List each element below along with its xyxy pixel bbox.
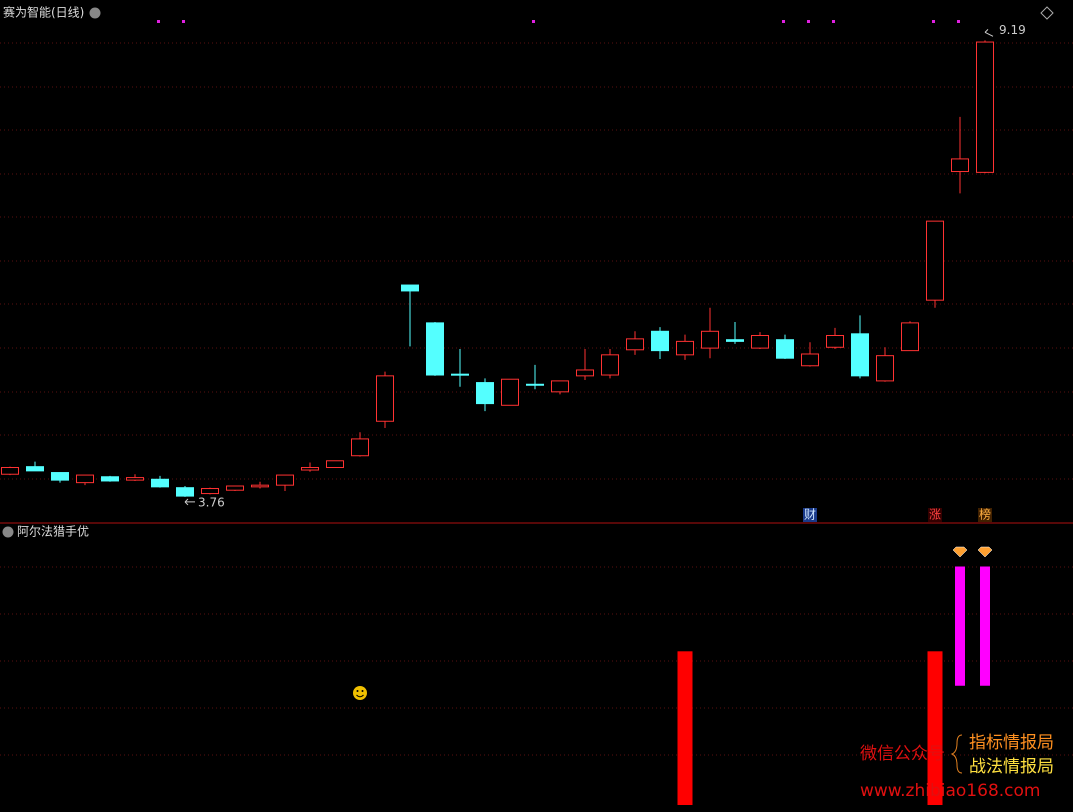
candle-body	[526, 383, 544, 386]
candle-body	[751, 334, 769, 349]
candle-body	[976, 41, 994, 173]
high-arrow	[984, 29, 994, 37]
candle-body	[551, 380, 569, 393]
candle-body	[501, 378, 519, 406]
candle-body	[626, 338, 644, 351]
watermark-brace	[950, 734, 963, 774]
candle-body	[476, 382, 494, 405]
candle-body	[176, 487, 194, 497]
candle-body	[951, 158, 969, 173]
badge: 涨	[929, 507, 941, 522]
candle-body	[901, 322, 919, 352]
range-bar	[955, 566, 965, 686]
candle-body	[826, 334, 844, 348]
candle-body	[326, 460, 344, 469]
candle-body	[776, 339, 794, 359]
candle-body	[601, 354, 619, 376]
menu-icon[interactable]	[2, 526, 14, 538]
badge-bg	[928, 508, 942, 522]
candle-body	[576, 369, 594, 377]
candle-body	[451, 373, 469, 376]
candle-body	[251, 484, 269, 488]
candle-body	[701, 330, 719, 349]
gem-icon	[952, 546, 968, 558]
grid	[0, 42, 1073, 756]
smiley	[353, 686, 367, 700]
menu-icon[interactable]	[89, 7, 101, 19]
candle-body	[676, 340, 694, 356]
watermark: 微信公众号	[860, 744, 945, 764]
candle-body	[651, 330, 669, 352]
event-dots	[157, 20, 960, 23]
candle-body	[426, 322, 444, 376]
watermark: www.zhibiao168.com	[860, 781, 1040, 801]
badge-bg	[803, 508, 817, 522]
signal-bar	[927, 651, 943, 805]
candle-body	[851, 333, 869, 377]
candle-body	[351, 438, 369, 457]
chart-title: 赛为智能(日线)	[3, 5, 84, 20]
candle-body	[51, 472, 69, 481]
candle-body	[101, 476, 119, 482]
range-bar	[980, 566, 990, 686]
candle-body	[201, 488, 219, 495]
signal-bar	[677, 651, 693, 805]
high-label: 9.19	[999, 23, 1026, 37]
candle-body	[1, 467, 19, 475]
candle-body	[926, 220, 944, 301]
candle-body	[401, 284, 419, 292]
candle-body	[151, 478, 169, 488]
watermark: 指标情报局	[969, 733, 1054, 753]
candle-body	[76, 474, 94, 484]
low-arrow	[184, 498, 195, 506]
candle-body	[226, 485, 244, 491]
badge: 财	[804, 508, 816, 522]
candle-body	[876, 355, 894, 382]
badge-bg	[978, 508, 992, 522]
toggle-icon[interactable]	[1040, 6, 1054, 20]
candle-body	[26, 466, 44, 472]
panel-title: 阿尔法猎手优	[17, 524, 89, 539]
candle-body	[376, 375, 394, 422]
candle-body	[276, 474, 294, 486]
low-label: 3.76	[198, 495, 225, 509]
candle-body	[126, 477, 144, 481]
candle-body	[726, 339, 744, 342]
watermark: 战法情报局	[969, 757, 1054, 777]
candle-body	[301, 467, 319, 471]
gem-icon	[977, 546, 993, 558]
candle-body	[801, 353, 819, 367]
badge: 榜	[979, 507, 991, 522]
